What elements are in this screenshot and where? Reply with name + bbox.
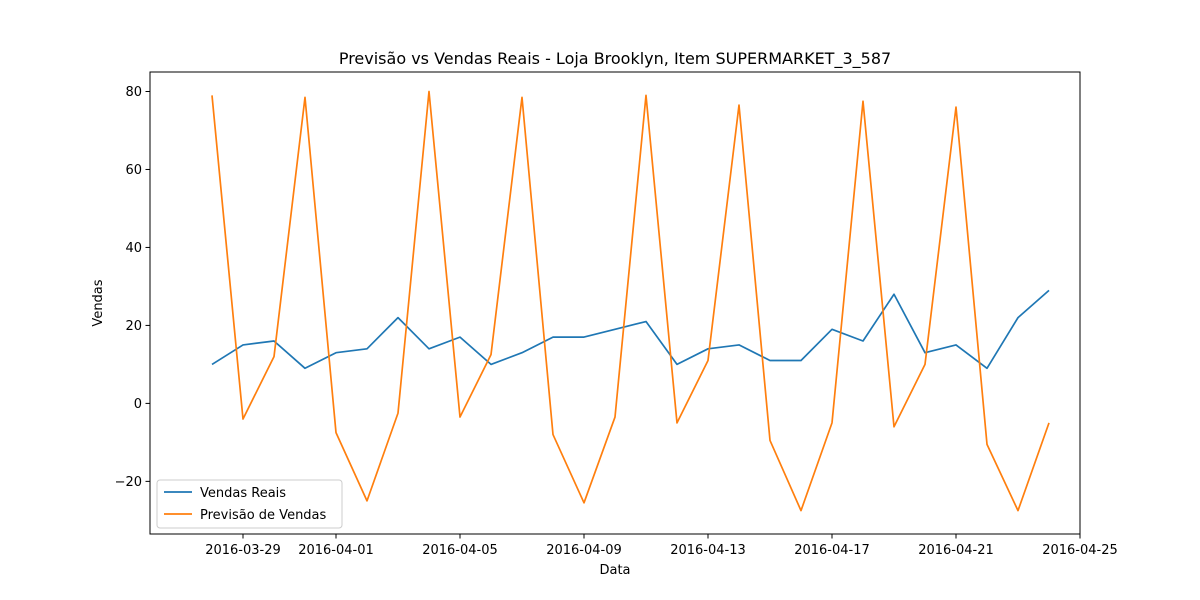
y-tick-label: −20	[115, 475, 142, 490]
plot-area	[211, 90, 1050, 512]
y-tick-label: 0	[134, 397, 142, 412]
chart-title: Previsão vs Vendas Reais - Loja Brooklyn…	[339, 49, 891, 69]
y-tick-label: 60	[125, 163, 142, 178]
y-axis-label: Vendas	[91, 279, 106, 326]
x-tick-label: 2016-03-29	[205, 543, 281, 558]
y-tick-label: 80	[125, 85, 142, 100]
legend-label-0: Vendas Reais	[200, 486, 286, 501]
x-tick-label: 2016-04-09	[546, 543, 622, 558]
x-tick-label: 2016-04-05	[422, 543, 498, 558]
y-axis: −20 0 20 40 60 80	[115, 85, 150, 490]
x-axis-label: Data	[599, 563, 630, 578]
x-tick-label: 2016-04-01	[298, 543, 374, 558]
x-tick-label: 2016-04-25	[1042, 543, 1118, 558]
x-tick-label: 2016-04-13	[670, 543, 746, 558]
x-axis: 2016-03-29 2016-04-01 2016-04-05 2016-04-09…	[205, 534, 1118, 558]
x-tick-label: 2016-04-17	[794, 543, 870, 558]
legend-label-1: Previsão de Vendas	[200, 508, 327, 523]
legend-box	[156, 479, 343, 529]
series-line-1	[211, 90, 1050, 512]
y-tick-label: 20	[125, 319, 142, 334]
y-tick-label: 40	[125, 241, 142, 256]
series-line-0	[211, 289, 1050, 370]
x-tick-label: 2016-04-21	[918, 543, 994, 558]
legend: Vendas Reais Previsão de Vendas	[156, 479, 343, 529]
plot-frame	[149, 71, 1081, 535]
